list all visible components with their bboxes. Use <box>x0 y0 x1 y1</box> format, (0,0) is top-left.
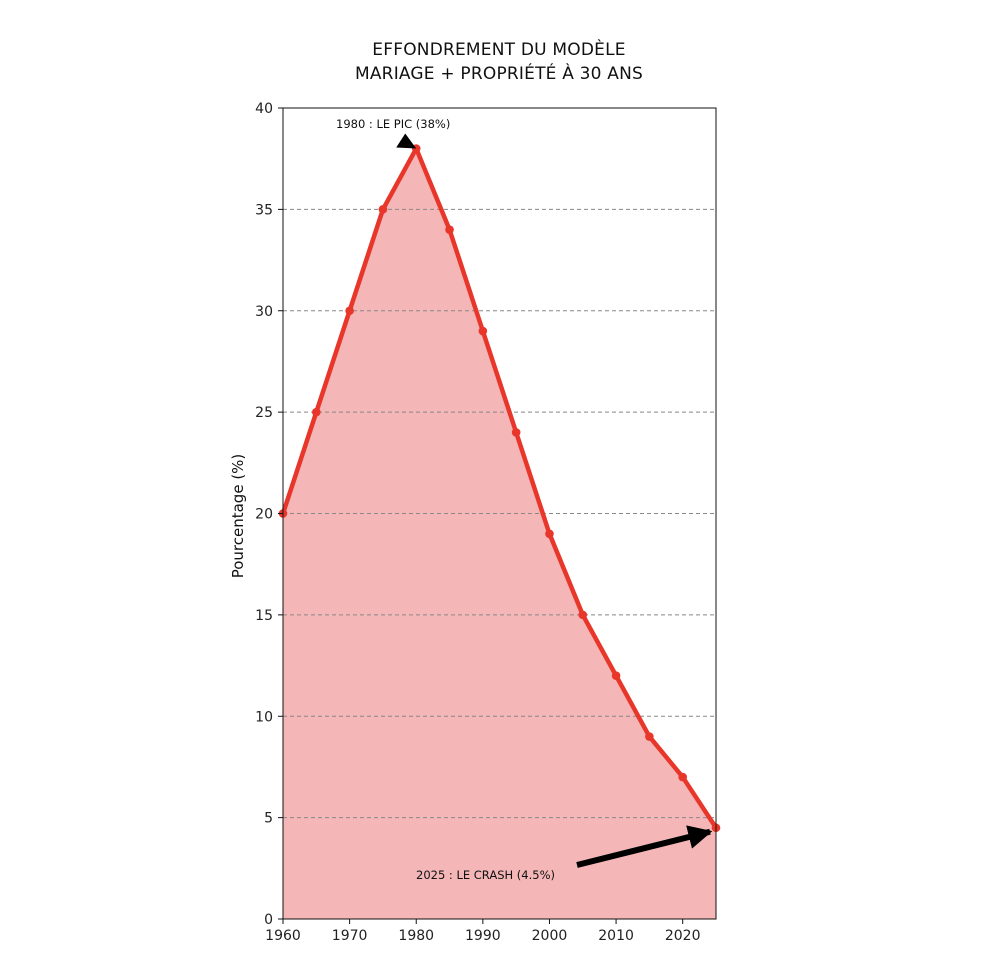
y-tick-label: 5 <box>264 811 273 827</box>
data-point <box>445 225 454 234</box>
data-point <box>645 732 654 741</box>
data-point <box>312 407 321 417</box>
annotation-peak: 1980 : LE PIC (38%) <box>336 117 450 131</box>
data-point <box>345 306 354 316</box>
data-point <box>478 326 488 336</box>
data-point <box>678 772 687 782</box>
data-point <box>378 205 388 214</box>
y-tick-label: 35 <box>255 202 273 218</box>
y-tick-label: 20 <box>255 507 273 523</box>
y-tick-label: 0 <box>264 912 273 928</box>
chart-title: EFFONDREMENT DU MODÈLE MARIAGE + PROPRIÉ… <box>0 38 986 86</box>
x-tick-label: 2000 <box>532 928 568 944</box>
chart-title-line-2: MARIAGE + PROPRIÉTÉ À 30 ANS <box>354 64 644 84</box>
arrow-peak <box>396 133 417 149</box>
x-tick-label: 1970 <box>332 928 368 944</box>
chart-title-line-1: EFFONDREMENT DU MODÈLE <box>372 40 626 60</box>
data-point <box>578 610 588 620</box>
data-point <box>511 428 521 437</box>
y-tick-label: 10 <box>255 709 273 725</box>
y-tick-label: 30 <box>255 304 273 320</box>
data-point <box>545 529 554 539</box>
annotation-crash: 2025 : LE CRASH (4.5%) <box>416 868 555 882</box>
y-tick-label: 25 <box>255 405 273 421</box>
x-tick-label: 2010 <box>598 928 634 944</box>
y-tick-label: 15 <box>255 608 273 624</box>
x-tick-label: 1960 <box>265 928 301 944</box>
area-fill <box>283 148 716 920</box>
y-tick-label: 40 <box>255 101 273 117</box>
y-axis-label: Pourcentage (%) <box>229 454 247 579</box>
data-point <box>611 671 621 680</box>
series-line <box>280 146 719 831</box>
arrow-crash <box>576 825 713 868</box>
x-tick-label: 1990 <box>465 928 501 944</box>
x-tick-label: 2020 <box>665 928 701 944</box>
x-tick-label: 1980 <box>398 928 434 944</box>
